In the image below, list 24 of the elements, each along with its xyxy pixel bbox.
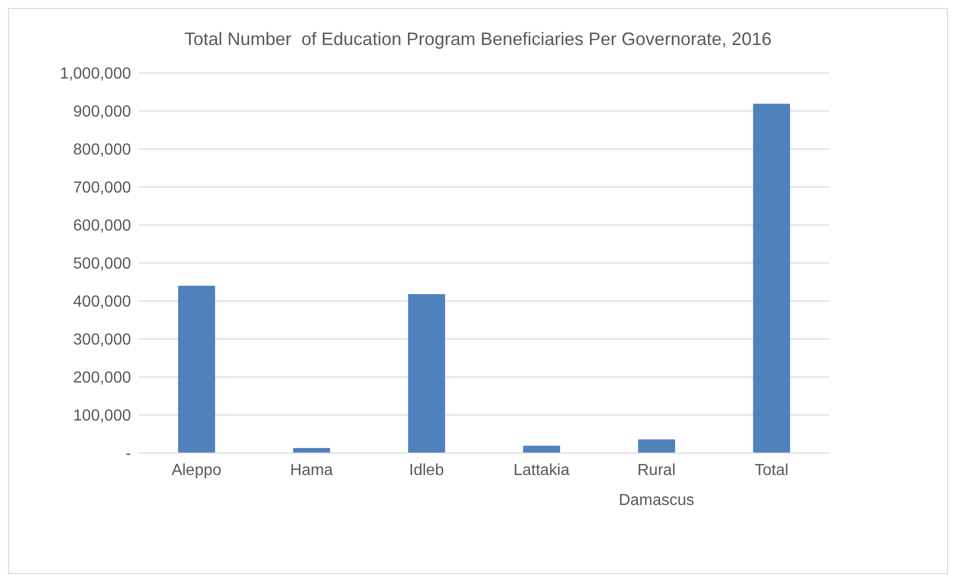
bar: [638, 439, 676, 453]
y-tick-label: 100,000: [73, 408, 132, 425]
y-tick-label: 200,000: [73, 370, 132, 387]
y-tick-label: 600,000: [73, 218, 132, 235]
bar: [408, 294, 446, 453]
bar: [753, 104, 790, 453]
y-tick-label: 300,000: [73, 332, 132, 349]
y-tick-label: 500,000: [73, 256, 132, 273]
y-tick-label: 1,000,000: [60, 66, 132, 83]
x-tick-label: Hama: [290, 462, 333, 479]
x-tick-label: Rural Damascus: [618, 462, 694, 509]
y-tick-label: 800,000: [73, 142, 132, 159]
x-tick-label: Aleppo: [172, 462, 222, 479]
y-tick-label: 400,000: [73, 294, 132, 311]
y-tick-label: 700,000: [73, 180, 132, 197]
x-tick-label: Idleb: [409, 462, 444, 479]
chart-title: Total Number of Education Program Beneficiaries Per Governorate, 2016: [183, 28, 773, 51]
bar: [178, 286, 216, 453]
x-tick-label: Lattakia: [513, 462, 570, 479]
x-tick-label: Total: [754, 462, 788, 479]
bar: [293, 448, 330, 453]
y-tick-label: 900,000: [73, 104, 132, 121]
y-tick-label: -: [126, 446, 131, 463]
bar: [523, 446, 560, 453]
